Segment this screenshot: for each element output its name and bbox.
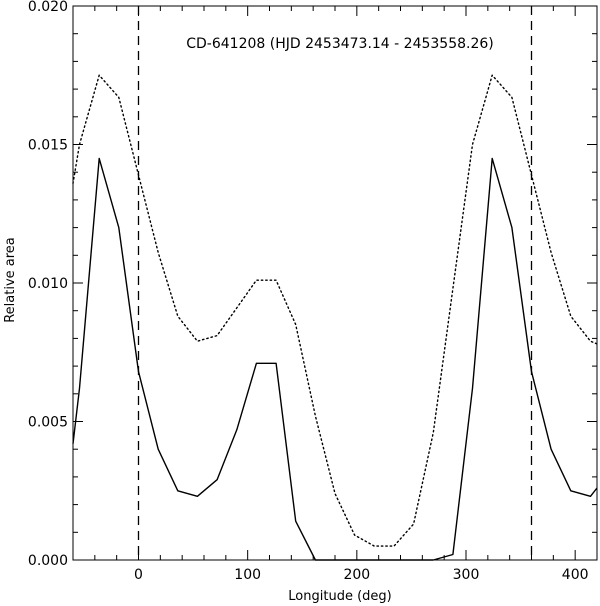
plot-frame	[72, 5, 598, 561]
reference-lines	[137, 6, 533, 560]
y-tick-label: 0.000	[28, 553, 68, 569]
x-tick-label: 100	[234, 567, 261, 583]
y-tick-label: 0.015	[28, 138, 68, 154]
y-tick-label: 0.020	[28, 0, 68, 15]
y-axis-title: Relative area	[3, 237, 18, 323]
series-line-dotted	[72, 74, 598, 547]
x-tick-label: 400	[562, 567, 589, 583]
chart-title: CD-641208 (HJD 2453473.14 - 2453558.26)	[186, 36, 494, 52]
x-tick-label: 0	[134, 567, 143, 583]
x-tick-label: 200	[343, 567, 370, 583]
y-tick-label: 0.010	[28, 276, 68, 292]
x-tick-label: 300	[453, 567, 480, 583]
series-line-solid	[72, 157, 598, 561]
axis-ticks: 0 100 200 300 400 0.000 0.005 0.010 0.015 0.020	[28, 0, 598, 583]
y-tick-label: 0.005	[28, 415, 68, 431]
x-axis-title: Longitude (deg)	[288, 589, 391, 604]
series-group	[72, 74, 598, 561]
